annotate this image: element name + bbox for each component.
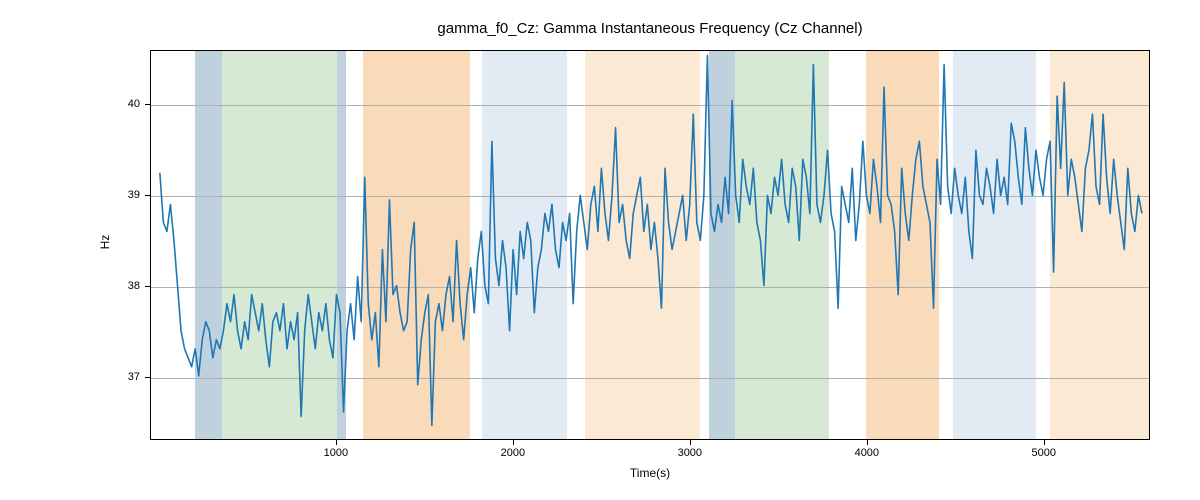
- x-tick-label: 5000: [1032, 447, 1056, 459]
- data-line: [160, 56, 1142, 426]
- x-tick-label: 2000: [501, 447, 525, 459]
- y-tick-label: 38: [128, 280, 140, 292]
- y-tick-mark: [145, 104, 150, 105]
- x-tick-mark: [1044, 440, 1045, 445]
- line-series: [151, 51, 1149, 439]
- x-tick-label: 4000: [855, 447, 879, 459]
- figure: gamma_f0_Cz: Gamma Instantaneous Frequen…: [0, 0, 1200, 500]
- y-tick-label: 37: [128, 371, 140, 383]
- x-tick-mark: [336, 440, 337, 445]
- x-tick-mark: [867, 440, 868, 445]
- x-tick-mark: [690, 440, 691, 445]
- y-tick-mark: [145, 286, 150, 287]
- y-tick-mark: [145, 377, 150, 378]
- x-tick-mark: [513, 440, 514, 445]
- plot-area: [150, 50, 1150, 440]
- x-tick-label: 1000: [324, 447, 348, 459]
- y-tick-mark: [145, 195, 150, 196]
- y-tick-label: 39: [128, 189, 140, 201]
- x-tick-label: 3000: [678, 447, 702, 459]
- x-axis-label: Time(s): [150, 466, 1150, 480]
- y-tick-label: 40: [128, 98, 140, 110]
- chart-title: gamma_f0_Cz: Gamma Instantaneous Frequen…: [150, 20, 1150, 37]
- y-axis-label: Hz: [98, 217, 112, 267]
